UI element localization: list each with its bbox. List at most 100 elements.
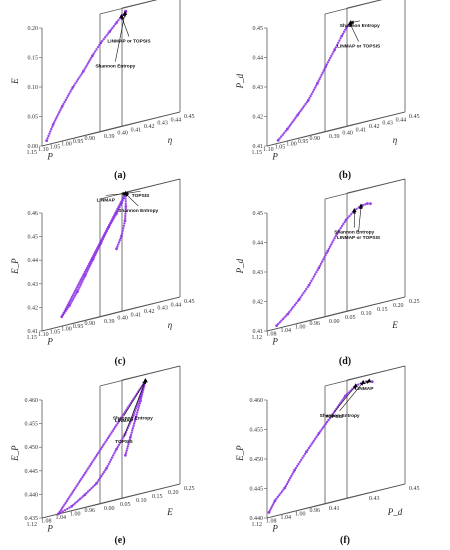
data-point bbox=[77, 282, 81, 285]
data-point bbox=[129, 433, 133, 437]
y-tick-label: 0.40 bbox=[117, 131, 128, 137]
data-point bbox=[94, 249, 98, 252]
data-point bbox=[85, 266, 89, 270]
z-tick-label: 0.43 bbox=[253, 270, 264, 276]
data-point bbox=[277, 322, 280, 326]
data-point bbox=[46, 137, 49, 140]
annotations: Shannon Entropy LINMAP or TOPSIS bbox=[95, 10, 151, 70]
data-point bbox=[337, 41, 340, 44]
data-point bbox=[318, 264, 322, 268]
data-point bbox=[273, 499, 277, 503]
axis-edge bbox=[121, 0, 157, 9]
annotation-label: Shannon Entropy bbox=[340, 23, 380, 29]
z-tick-label: 0.41 bbox=[253, 144, 264, 150]
z-axis-label: P_d bbox=[235, 258, 245, 274]
data-point bbox=[114, 425, 117, 429]
panel-a: 0.20 0.15 0.10 0.05 0.00 0.90 0.95 1.00 1.05 1.10… bbox=[5, 0, 220, 165]
data-point bbox=[295, 301, 298, 305]
x-axis-label: P bbox=[46, 152, 53, 162]
data-point bbox=[106, 464, 109, 468]
y-tick-label: 0.20 bbox=[393, 303, 404, 309]
z-tick-label: 0.20 bbox=[28, 26, 39, 32]
data-point bbox=[92, 253, 96, 256]
data-point bbox=[45, 139, 49, 142]
data-point bbox=[94, 455, 98, 458]
data-point bbox=[76, 284, 80, 287]
x-tick-label: 1.08 bbox=[266, 519, 277, 525]
annotation-label: Shannon Entropy bbox=[95, 64, 135, 70]
data-point bbox=[84, 66, 87, 69]
data-point bbox=[63, 503, 66, 506]
axis-edge bbox=[346, 365, 406, 381]
data-point bbox=[112, 215, 115, 219]
data-point bbox=[71, 298, 75, 301]
data-point bbox=[315, 84, 318, 87]
z-tick-label: 0.05 bbox=[28, 115, 39, 121]
data-point bbox=[345, 393, 349, 396]
data-point bbox=[109, 28, 113, 31]
data-point bbox=[357, 383, 360, 386]
z-tick-label: 0.455 bbox=[250, 428, 264, 434]
panel-label-d: (d) bbox=[338, 356, 352, 367]
data-point bbox=[317, 80, 320, 83]
data-point bbox=[101, 237, 104, 240]
panel-e: 0.460 0.455 0.450 0.445 0.440 0.435 0.96 1.00 1.… bbox=[5, 365, 220, 534]
y-tick-label: 0.25 bbox=[409, 299, 420, 305]
y-tick-label: 0.39 bbox=[104, 134, 115, 140]
data-point bbox=[316, 268, 319, 272]
x-tick-label: 1.05 bbox=[50, 329, 61, 335]
data-point bbox=[70, 88, 73, 91]
x-tick-label: 1.04 bbox=[56, 515, 67, 521]
data-point bbox=[108, 223, 111, 227]
y-tick-label: 0.44 bbox=[171, 117, 182, 123]
y-axis-label: E bbox=[166, 507, 173, 517]
data-point bbox=[120, 416, 123, 419]
annotation-label: Shannon Entropy bbox=[118, 208, 158, 214]
data-point bbox=[81, 475, 84, 479]
data-point bbox=[68, 496, 71, 499]
data-point bbox=[116, 445, 119, 449]
y-tick-label: 0.15 bbox=[377, 307, 388, 313]
data-point bbox=[72, 292, 76, 295]
z-axis-label: E_P bbox=[235, 445, 245, 462]
data-point bbox=[98, 43, 101, 47]
data-point bbox=[58, 111, 61, 114]
axes-frame: 0.45 0.44 0.43 0.42 0.41 0.96 1.001.04 1.081.12… bbox=[235, 178, 420, 347]
data-point bbox=[68, 506, 71, 509]
y-tick-label: 0.20 bbox=[168, 490, 179, 496]
data-point bbox=[91, 254, 95, 258]
data-point bbox=[342, 30, 346, 33]
data-point bbox=[306, 98, 310, 102]
data-point bbox=[122, 227, 125, 230]
data-point bbox=[332, 50, 335, 53]
data-point bbox=[91, 485, 95, 488]
y-tick-label: 0.43 bbox=[369, 496, 380, 502]
annotation-arrow bbox=[120, 15, 130, 37]
data-point bbox=[116, 245, 119, 248]
data-point bbox=[119, 236, 122, 240]
z-tick-label: 0.42 bbox=[253, 300, 264, 306]
y-tick-label: 0.25 bbox=[184, 486, 195, 492]
data-point bbox=[57, 512, 60, 516]
data-point bbox=[281, 133, 284, 136]
y-tick-label: 0.44 bbox=[396, 117, 407, 123]
x-tick-label: 1.10 bbox=[38, 147, 49, 153]
data-point bbox=[333, 48, 337, 51]
data-point bbox=[286, 480, 290, 484]
data-point bbox=[56, 115, 59, 118]
annotation-label: LINMAP bbox=[355, 386, 374, 392]
data-point bbox=[134, 417, 137, 421]
data-point bbox=[111, 217, 114, 221]
data-point bbox=[62, 505, 65, 508]
annotation-label: TOPSIS bbox=[132, 193, 150, 199]
data-point bbox=[320, 428, 323, 431]
data-point bbox=[123, 217, 127, 220]
data-point bbox=[100, 446, 104, 449]
axis-edge bbox=[266, 131, 326, 147]
data-point bbox=[88, 58, 92, 61]
data-point bbox=[134, 415, 138, 419]
data-point bbox=[283, 131, 286, 135]
data-point bbox=[276, 138, 280, 142]
data-point bbox=[76, 78, 80, 81]
x-tick-label: 1.08 bbox=[41, 519, 52, 525]
